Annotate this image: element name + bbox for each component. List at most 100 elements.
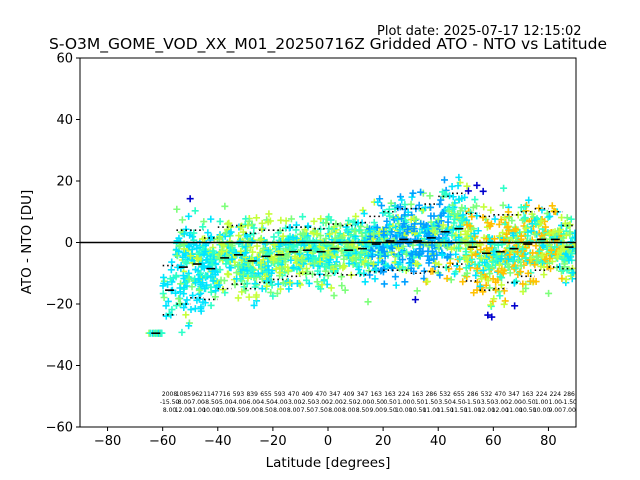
data-point — [558, 275, 566, 283]
data-point — [236, 237, 244, 245]
chart-title: S-O3M_GOME_VOD_XX_M01_20250716Z Gridded … — [49, 35, 607, 54]
data-point — [219, 286, 227, 294]
data-point — [519, 245, 527, 253]
bin-stat-label: 839 — [246, 391, 258, 398]
data-point — [561, 219, 569, 227]
data-point — [207, 233, 215, 241]
data-point — [290, 242, 298, 250]
data-point — [449, 193, 457, 201]
data-point — [401, 216, 409, 224]
data-point — [183, 296, 191, 304]
data-point — [243, 232, 251, 240]
bin-stat-label: -15.50 — [160, 399, 180, 406]
data-point — [207, 215, 215, 223]
data-point — [546, 212, 554, 220]
data-point — [494, 267, 502, 275]
data-point — [197, 269, 205, 277]
bin-stat-label: -8.50 — [203, 399, 219, 406]
data-point — [455, 244, 463, 252]
data-point — [185, 212, 193, 220]
scatter-points — [145, 173, 576, 337]
data-point — [304, 222, 312, 230]
data-point — [498, 274, 506, 282]
bin-stat-label: 8.00 — [328, 407, 342, 414]
data-point — [388, 263, 396, 271]
data-point — [258, 225, 266, 233]
data-point — [279, 265, 287, 273]
data-point — [560, 245, 568, 253]
data-point — [250, 224, 258, 232]
data-point — [271, 253, 279, 261]
data-point — [233, 269, 241, 277]
bin-stat-label: 347 — [508, 391, 520, 398]
data-point — [303, 276, 311, 284]
bin-stat-label: 224 — [536, 391, 548, 398]
data-point — [369, 260, 377, 268]
data-point — [299, 231, 307, 239]
bin-stat-label: 9.00 — [246, 407, 260, 414]
data-point — [491, 215, 499, 223]
data-point — [212, 287, 220, 295]
data-point — [215, 281, 223, 289]
data-point — [464, 187, 472, 195]
bin-stat-label: 8.00 — [273, 407, 287, 414]
x-tick-label: −40 — [204, 434, 231, 449]
data-point — [287, 256, 295, 264]
data-point — [237, 275, 245, 283]
data-point — [364, 298, 372, 306]
data-point — [387, 199, 395, 207]
data-point — [444, 218, 452, 226]
data-point — [352, 212, 360, 220]
data-point — [288, 247, 296, 255]
data-point — [279, 279, 287, 287]
data-point — [245, 293, 253, 301]
data-point — [537, 262, 545, 270]
data-point — [344, 243, 352, 251]
data-point — [186, 195, 194, 203]
bin-stat-label: 8.00 — [342, 407, 356, 414]
data-point — [441, 190, 449, 198]
bin-stat-label: 163 — [384, 391, 396, 398]
data-point — [408, 193, 416, 201]
data-point — [202, 240, 210, 248]
data-point — [204, 229, 212, 237]
data-point — [569, 269, 576, 277]
data-point — [160, 293, 168, 301]
data-point — [298, 257, 306, 265]
data-point — [478, 275, 486, 283]
data-point — [448, 182, 456, 190]
data-point — [258, 219, 266, 227]
data-point — [445, 207, 453, 215]
data-point — [437, 196, 445, 204]
data-point — [277, 285, 285, 293]
data-point — [506, 251, 514, 259]
data-point — [380, 231, 388, 239]
data-point — [450, 219, 458, 227]
data-point — [432, 259, 440, 267]
data-point — [548, 202, 556, 210]
data-point — [259, 248, 267, 256]
data-point — [490, 295, 498, 303]
data-point — [224, 270, 232, 278]
data-point — [237, 223, 245, 231]
bin-stat-label: 593 — [274, 391, 286, 398]
bin-stat-label: 962 — [191, 391, 203, 398]
bin-stat-label: 3.50 — [438, 399, 452, 406]
data-point — [468, 213, 476, 221]
plot-date-label: Plot date: 2025-07-17 12:15:02 — [377, 24, 582, 39]
data-point — [546, 254, 554, 262]
data-point — [312, 255, 320, 263]
data-point — [279, 232, 287, 240]
data-point — [535, 247, 543, 255]
data-point — [454, 182, 462, 190]
data-point — [522, 254, 530, 262]
bin-stat-label: -4.00 — [231, 399, 247, 406]
data-point — [388, 244, 396, 252]
data-point — [185, 322, 193, 330]
data-point — [374, 259, 382, 267]
x-tick-label: 80 — [540, 434, 557, 449]
data-point — [374, 198, 382, 206]
data-point — [424, 229, 432, 237]
data-point — [344, 251, 352, 259]
data-point — [477, 246, 485, 254]
